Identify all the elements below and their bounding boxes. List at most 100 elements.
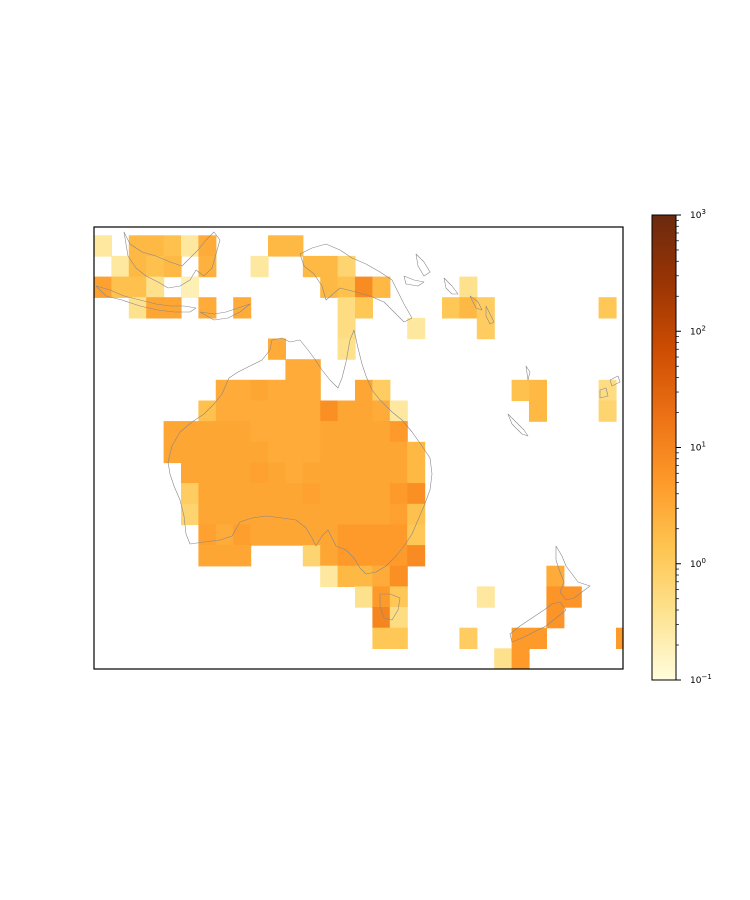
heatmap-cell — [146, 276, 165, 298]
heatmap-cell — [268, 462, 286, 484]
heatmap-cell — [215, 421, 234, 443]
heatmap-cell — [459, 627, 478, 649]
heatmap-cell — [355, 421, 373, 443]
colorbar-tick-label: 103 — [690, 208, 706, 221]
heatmap-cell — [181, 483, 199, 505]
heatmap-cell — [285, 503, 304, 526]
heatmap-cell — [372, 503, 391, 526]
heatmap-cell — [355, 379, 373, 402]
heatmap-cell — [476, 317, 495, 340]
heatmap-cells — [94, 235, 623, 669]
heatmap-cell — [215, 503, 234, 526]
heatmap-cell — [233, 483, 252, 505]
heatmap-cell — [302, 400, 321, 422]
heatmap-cell — [181, 276, 199, 298]
heatmap-cell — [233, 400, 252, 422]
heatmap-cell — [250, 462, 269, 484]
heatmap-cell — [355, 462, 373, 484]
heatmap-cell — [233, 297, 252, 319]
heatmap-cell — [302, 255, 321, 278]
heatmap-cell — [355, 565, 373, 587]
map-frame — [93, 226, 624, 670]
coastline-lesser-sunda — [199, 303, 251, 321]
heatmap-cell — [459, 276, 478, 298]
colorbar-gradient — [652, 215, 676, 680]
heatmap-cell — [268, 503, 286, 526]
heatmap-cell — [198, 255, 217, 278]
coastline-new-zealand-north — [555, 545, 591, 601]
heatmap-cell — [285, 483, 304, 505]
heatmap-cell — [337, 255, 356, 278]
heatmap-cell — [355, 545, 373, 567]
heatmap-cell — [389, 503, 408, 526]
heatmap-cell — [285, 441, 304, 464]
heatmap-cell — [389, 441, 408, 464]
heatmap-cell — [511, 379, 530, 402]
heatmap-cell — [302, 462, 321, 484]
heatmap-cell — [372, 586, 391, 608]
heatmap-cell — [320, 545, 339, 567]
coastline-java — [95, 285, 197, 313]
coastline-tasmania — [379, 593, 401, 621]
heatmap-cell — [302, 359, 321, 381]
heatmap-cell — [372, 441, 391, 464]
coastline-new-guinea — [299, 243, 413, 323]
coastline-vanuatu-fiji — [485, 305, 621, 399]
heatmap-cell — [389, 586, 408, 608]
heatmap-cell — [215, 545, 234, 567]
heatmap-cell — [181, 235, 199, 257]
heatmap-cell — [163, 297, 182, 319]
heatmap-cell — [337, 565, 356, 587]
heatmap-cell — [355, 586, 373, 608]
heatmap-cell — [320, 400, 339, 422]
heatmap-cell — [285, 235, 304, 257]
coastline-borneo-sulawesi — [123, 231, 221, 289]
heatmap-cell — [163, 421, 182, 443]
heatmap-cell — [511, 648, 530, 669]
heatmap-cell — [181, 503, 199, 526]
heatmap-cell — [233, 421, 252, 443]
heatmap-cell — [268, 421, 286, 443]
heatmap-cell — [285, 379, 304, 402]
heatmap-cell — [250, 503, 269, 526]
heatmap-cell — [268, 338, 286, 360]
heatmap-cell — [355, 276, 373, 298]
heatmap-cell — [128, 235, 147, 257]
heatmap-cell — [389, 545, 408, 567]
heatmap-cell — [128, 255, 147, 278]
heatmap-cell — [163, 441, 182, 464]
heatmap-cell — [389, 421, 408, 443]
heatmap-cell — [616, 627, 623, 649]
heatmap-cell — [233, 524, 252, 546]
heatmap-cell — [250, 400, 269, 422]
heatmap-cell — [320, 524, 339, 546]
heatmap-cell — [337, 483, 356, 505]
heatmap-cell — [337, 400, 356, 422]
heatmap-cell — [302, 379, 321, 402]
heatmap-cell — [529, 400, 547, 422]
heatmap-cell — [389, 400, 408, 422]
heatmap-cell — [198, 441, 217, 464]
heatmap-cell — [268, 483, 286, 505]
heatmap-cell — [337, 421, 356, 443]
heatmap-cell — [598, 379, 617, 402]
heatmap-cell — [250, 421, 269, 443]
heatmap-cell — [285, 524, 304, 546]
heatmap-cell — [215, 483, 234, 505]
heatmap-cell — [302, 421, 321, 443]
heatmap-cell — [598, 297, 617, 319]
heatmap-cell — [250, 379, 269, 402]
heatmap-cell — [355, 297, 373, 319]
heatmap-cell — [128, 276, 147, 298]
heatmap-cell — [181, 421, 199, 443]
coastlines — [95, 231, 621, 643]
heatmap-cell — [233, 379, 252, 402]
heatmap-cell — [198, 503, 217, 526]
heatmap-cell — [372, 565, 391, 587]
heatmap-cell — [146, 255, 165, 278]
coastline-solomon — [403, 253, 483, 311]
heatmap-cell — [198, 400, 217, 422]
heatmap-cell — [233, 545, 252, 567]
heatmap-cell — [372, 276, 391, 298]
heatmap-cell — [459, 297, 478, 319]
